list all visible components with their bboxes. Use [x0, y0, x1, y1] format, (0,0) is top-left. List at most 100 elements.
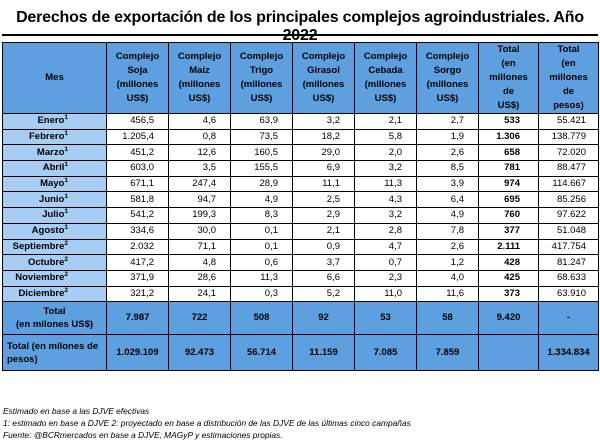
cebada-total-pesos: 7.085: [354, 334, 417, 372]
sorgo-cell: 11,6: [416, 285, 479, 303]
soja-cell: 371,9: [106, 269, 169, 287]
footnote-legend: 1: estimado en base a DJVE 2: proyectado…: [3, 418, 411, 428]
maiz-total-usd: 722: [168, 301, 231, 336]
sorgo-cell: 3,9: [416, 175, 479, 193]
total-pesos-row: Total (en milones de pesos) 1.029.109 92.…: [2, 334, 599, 372]
sorgo-cell: 1,2: [416, 254, 479, 271]
total-usd-cell: 377: [478, 222, 539, 240]
girasol-cell: 2,5: [292, 191, 355, 209]
maiz-cell: 247,4: [168, 175, 231, 193]
table-row: Julio1 541,2 199,3 8,3 2,9 3,2 4,9 760 97.622: [2, 207, 599, 224]
cebada-cell: 2,1: [354, 113, 417, 130]
header-mes: Mes: [2, 42, 107, 114]
month-cell: Junio1: [2, 191, 107, 209]
cebada-cell: 2,8: [354, 222, 417, 240]
header-total-pesos: Total (en millones de pesos): [538, 42, 599, 114]
header-girasol: Complejo Girasol (millones US$): [292, 42, 355, 114]
maiz-cell: 199,3: [168, 207, 231, 224]
grand-total-usd: 9.420: [478, 301, 539, 336]
soja-cell: 541,2: [106, 207, 169, 224]
maiz-cell: 4,8: [168, 254, 231, 271]
total-usd-cell: 533: [478, 113, 539, 130]
total-usd-cell: 428: [478, 254, 539, 271]
girasol-cell: 2,9: [292, 207, 355, 224]
girasol-cell: 29,0: [292, 144, 355, 162]
maiz-cell: 30,0: [168, 222, 231, 240]
footnote-source: Fuente: @BCRmercados en base a DJVE, MAG…: [3, 430, 283, 440]
table-row: Marzo1 451,2 12,6 160,5 29,0 2,0 2,6 658 72.020: [2, 144, 599, 162]
sorgo-cell: 2,6: [416, 144, 479, 162]
total-pesos-cell: 63.910: [538, 285, 599, 303]
cebada-cell: 2,3: [354, 269, 417, 287]
grand-total-usd-pesos: -: [538, 301, 599, 336]
sorgo-cell: 2,7: [416, 113, 479, 130]
trigo-cell: 73,5: [230, 128, 293, 146]
girasol-cell: 5,2: [292, 285, 355, 303]
grand-total-pesos-usd: [478, 334, 539, 372]
table-title: Derechos de exportación de los principal…: [16, 9, 584, 44]
maiz-cell: 94,7: [168, 191, 231, 209]
header-soja: Complejo Soja (millones US$): [106, 42, 169, 114]
header-sorgo: Complejo Sorgo (millones US$): [416, 42, 479, 114]
total-pesos-cell: 55.421: [538, 113, 599, 130]
girasol-total-usd: 92: [292, 301, 355, 336]
sorgo-cell: 4,0: [416, 269, 479, 287]
month-cell: Diciembre2: [2, 285, 107, 303]
total-usd-cell: 2.111: [478, 238, 539, 256]
total-usd-cell: 974: [478, 175, 539, 193]
total-pesos-label: Total (en milones de pesos): [2, 334, 107, 372]
trigo-cell: 160,5: [230, 144, 293, 162]
maiz-cell: 0,8: [168, 128, 231, 146]
sorgo-cell: 1,9: [416, 128, 479, 146]
grand-total-pesos: 1.334.834: [538, 334, 599, 372]
total-pesos-cell: 114.667: [538, 175, 599, 193]
month-cell: Noviembre2: [2, 269, 107, 287]
trigo-cell: 0,3: [230, 285, 293, 303]
girasol-cell: 6,6: [292, 269, 355, 287]
title-divider: [2, 34, 598, 36]
soja-cell: 581,8: [106, 191, 169, 209]
footnote-estimate: Estimado en base a las DJVE efectivas: [3, 406, 150, 416]
maiz-cell: 24,1: [168, 285, 231, 303]
girasol-cell: 3,2: [292, 113, 355, 130]
header-trigo: Complejo Trigo (millones US$): [230, 42, 293, 114]
total-usd-cell: 425: [478, 269, 539, 287]
total-pesos-cell: 138.779: [538, 128, 599, 146]
sorgo-cell: 4,9: [416, 207, 479, 224]
trigo-cell: 8,3: [230, 207, 293, 224]
maiz-total-pesos: 92.473: [168, 334, 231, 372]
cebada-cell: 5,8: [354, 128, 417, 146]
month-cell: Julio1: [2, 207, 107, 224]
total-usd-cell: 373: [478, 285, 539, 303]
table-row: Octubre2 417,2 4,8 0,6 3,7 0,7 1,2 428 81.247: [2, 254, 599, 271]
total-pesos-cell: 51.048: [538, 222, 599, 240]
girasol-cell: 6,9: [292, 160, 355, 177]
maiz-cell: 12,6: [168, 144, 231, 162]
trigo-cell: 0,6: [230, 254, 293, 271]
soja-cell: 321,2: [106, 285, 169, 303]
total-pesos-cell: 417.754: [538, 238, 599, 256]
total-pesos-cell: 85.256: [538, 191, 599, 209]
maiz-cell: 4,6: [168, 113, 231, 130]
cebada-cell: 3,2: [354, 160, 417, 177]
trigo-cell: 63,9: [230, 113, 293, 130]
cebada-total-usd: 53: [354, 301, 417, 336]
cebada-cell: 4,3: [354, 191, 417, 209]
cebada-cell: 4,7: [354, 238, 417, 256]
soja-cell: 334,6: [106, 222, 169, 240]
total-pesos-cell: 72.020: [538, 144, 599, 162]
soja-total-pesos: 1.029.109: [106, 334, 169, 372]
trigo-cell: 28,9: [230, 175, 293, 193]
soja-cell: 2.032: [106, 238, 169, 256]
girasol-cell: 11,1: [292, 175, 355, 193]
girasol-cell: 18,2: [292, 128, 355, 146]
cebada-cell: 3,2: [354, 207, 417, 224]
soja-total-usd: 7.987: [106, 301, 169, 336]
girasol-cell: 2,1: [292, 222, 355, 240]
cebada-cell: 2,0: [354, 144, 417, 162]
maiz-cell: 71,1: [168, 238, 231, 256]
sorgo-total-pesos: 7.859: [416, 334, 479, 372]
total-usd-label: Total (en milones US$): [2, 301, 107, 336]
total-pesos-cell: 68.633: [538, 269, 599, 287]
header-cebada: Complejo Cebada (millones US$): [354, 42, 417, 114]
